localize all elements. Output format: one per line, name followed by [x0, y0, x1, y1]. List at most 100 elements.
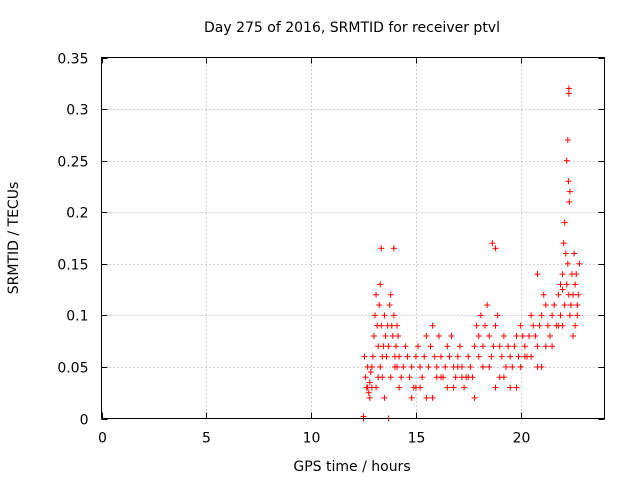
data-point: [513, 332, 520, 339]
data-point: [498, 353, 505, 360]
plot-frame: [101, 57, 605, 419]
data-point: [517, 363, 524, 370]
data-point: [461, 384, 468, 391]
data-point: [482, 322, 489, 329]
data-point: [475, 353, 482, 360]
data-point: [365, 389, 372, 396]
data-point: [547, 332, 554, 339]
data-point: [486, 363, 493, 370]
data-point: [519, 332, 526, 339]
y-tick-label: 0.3: [66, 103, 88, 119]
data-point: [526, 332, 533, 339]
data-point: [367, 369, 374, 376]
data-point: [528, 312, 535, 319]
data-point: [479, 363, 486, 370]
data-point: [366, 394, 373, 401]
data-point: [370, 332, 377, 339]
data-point: [376, 302, 383, 309]
y-tick-label: 0.15: [57, 258, 88, 274]
x-tick-label: 0: [98, 431, 107, 447]
data-point: [404, 353, 411, 360]
data-point: [456, 343, 463, 350]
data-point: [563, 157, 570, 164]
data-point: [390, 312, 397, 319]
data-point: [561, 219, 568, 226]
data-point: [573, 271, 580, 278]
data-point: [576, 260, 583, 267]
data-point: [425, 363, 432, 370]
data-point: [565, 178, 572, 185]
data-point: [507, 384, 514, 391]
data-point: [565, 90, 572, 97]
y-tick-label: 0: [80, 413, 89, 429]
data-point: [394, 322, 401, 329]
data-point: [454, 363, 461, 370]
data-point: [450, 384, 457, 391]
data-point: [488, 353, 495, 360]
data-point: [387, 374, 394, 381]
data-point: [572, 281, 579, 288]
data-point: [521, 353, 528, 360]
data-point: [465, 374, 472, 381]
y-tick-label: 0.35: [57, 52, 88, 68]
data-point: [505, 343, 512, 350]
data-point: [438, 353, 445, 360]
data-point: [381, 394, 388, 401]
data-point: [565, 85, 572, 92]
data-point: [513, 384, 520, 391]
data-point: [564, 137, 571, 144]
data-point: [446, 353, 453, 360]
data-point: [419, 374, 426, 381]
x-tick-label: 5: [202, 431, 211, 447]
data-point: [507, 353, 514, 360]
data-point: [542, 343, 549, 350]
data-point: [414, 343, 421, 350]
data-point: [380, 343, 387, 350]
data-point: [517, 322, 524, 329]
data-series: [360, 85, 583, 422]
data-point: [382, 332, 389, 339]
data-point: [561, 302, 568, 309]
data-point: [423, 394, 430, 401]
data-point: [484, 302, 491, 309]
y-tick-label: 0.2: [66, 206, 88, 222]
data-point: [372, 312, 379, 319]
data-point: [549, 343, 556, 350]
y-tick-label: 0.1: [66, 309, 88, 325]
data-point: [433, 363, 440, 370]
data-point: [540, 291, 547, 298]
axis-ticks: 0 5 10 15 20 0 0.05 0.1 0.15 0.2 0.25 0.3 0.35: [57, 52, 605, 447]
data-point: [509, 363, 516, 370]
data-point: [368, 363, 375, 370]
y-tick-label: 0.05: [57, 361, 88, 377]
data-point: [400, 363, 407, 370]
data-point: [562, 250, 569, 257]
data-point: [521, 343, 528, 350]
data-point: [375, 343, 382, 350]
data-point: [563, 281, 570, 288]
data-point: [511, 343, 518, 350]
data-point: [557, 312, 564, 319]
data-point: [392, 343, 399, 350]
data-point: [564, 260, 571, 267]
data-point: [532, 332, 539, 339]
data-point: [530, 322, 537, 329]
data-point: [471, 394, 478, 401]
data-point: [566, 312, 573, 319]
data-point: [373, 384, 380, 391]
data-point: [570, 291, 577, 298]
data-point: [555, 322, 562, 329]
data-point: [467, 363, 474, 370]
data-point: [477, 312, 484, 319]
data-point: [448, 332, 455, 339]
data-point: [489, 240, 496, 247]
data-point: [500, 374, 507, 381]
data-point: [408, 363, 415, 370]
data-point: [528, 353, 535, 360]
data-point: [386, 302, 393, 309]
data-point: [378, 322, 385, 329]
data-point: [473, 322, 480, 329]
data-point: [366, 379, 373, 386]
grid: [101, 57, 605, 419]
